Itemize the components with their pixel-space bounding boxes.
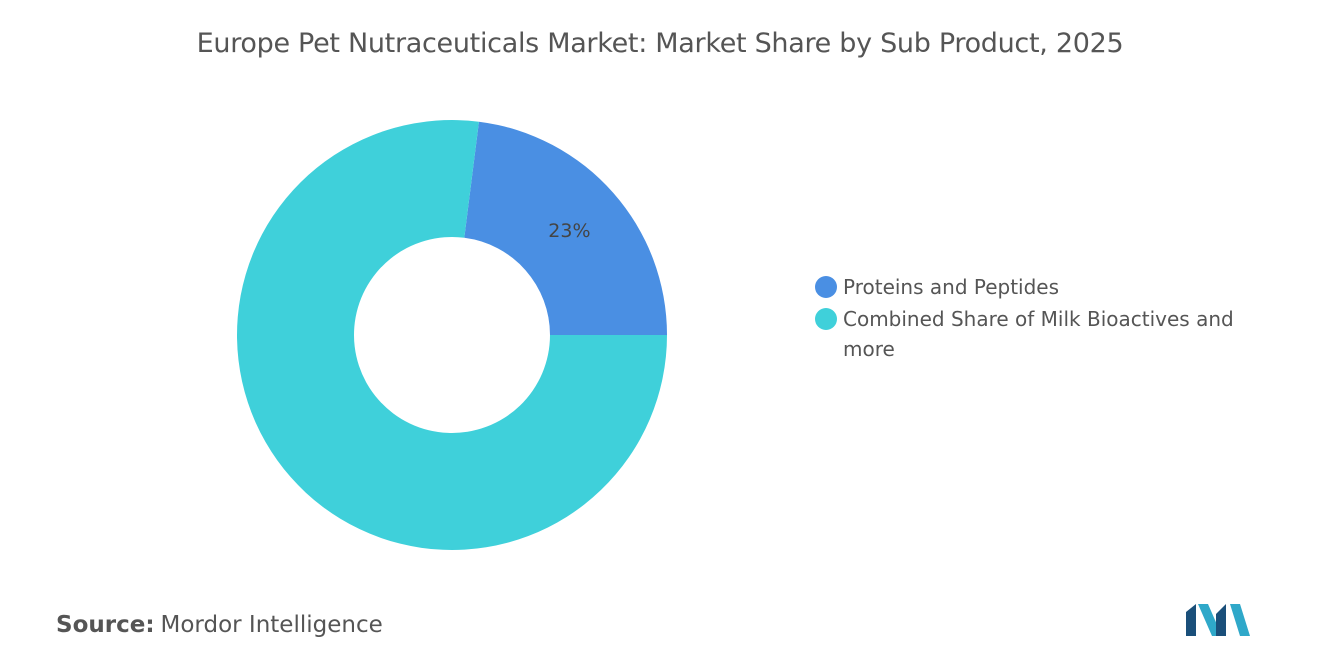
chart-title: Europe Pet Nutraceuticals Market: Market…: [196, 28, 1124, 59]
donut-slice: [464, 121, 667, 335]
source: Source: Mordor Intelligence: [56, 612, 383, 638]
legend-marker: [815, 276, 837, 298]
donut-slice: [237, 119, 667, 550]
legend-label: Combined Share of Milk Bioactives and mo…: [843, 307, 1234, 361]
legend: Proteins and Peptides Combined Share of M…: [815, 272, 1245, 366]
source-label: Source:: [56, 612, 155, 638]
legend-item: Proteins and Peptides: [815, 272, 1245, 302]
legend-label: Proteins and Peptides: [843, 275, 1060, 299]
legend-marker: [815, 308, 837, 330]
slice-label: 23%: [548, 220, 590, 242]
source-text: Mordor Intelligence: [160, 612, 383, 638]
legend-item: Combined Share of Milk Bioactives and mo…: [815, 304, 1245, 364]
logo: [1186, 604, 1250, 636]
